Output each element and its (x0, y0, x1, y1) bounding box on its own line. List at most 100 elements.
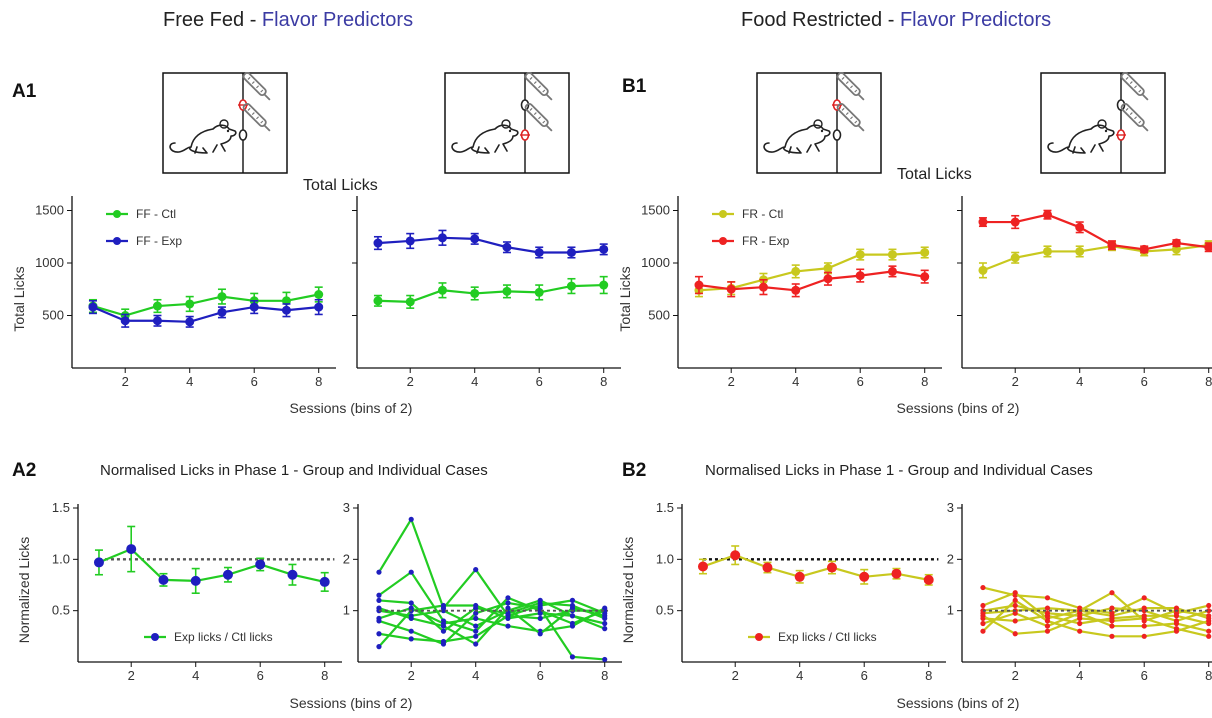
data-point (1141, 623, 1147, 629)
y-tick-label: 1500 (35, 203, 64, 218)
legend-label: FR - Ctl (742, 207, 783, 221)
spout-icon (836, 102, 865, 132)
x-tick-label: 8 (1205, 668, 1212, 683)
x-tick-label: 6 (537, 668, 544, 683)
x-tick-label: 4 (792, 374, 799, 389)
spout-bottle (242, 102, 267, 128)
x-tick-label: 4 (471, 374, 478, 389)
lick-sensor-icon (1116, 99, 1126, 111)
header-free-fed-prefix: Free Fed - (163, 9, 262, 31)
data-point (440, 623, 447, 629)
x-tick-label: 8 (921, 374, 928, 389)
header-free-fed: Free Fed - Flavor Predictors (163, 9, 413, 32)
spout-bottle (524, 102, 549, 128)
legend-marker (113, 237, 121, 245)
data-point (891, 568, 902, 579)
data-point (88, 302, 98, 312)
data-point (920, 272, 930, 282)
data-point (376, 592, 382, 598)
x-tick-label: 2 (122, 374, 129, 389)
data-point (473, 602, 479, 609)
data-point (537, 610, 543, 616)
y-tick-label: 1.5 (52, 500, 70, 515)
data-point (185, 317, 195, 327)
legend-label: Exp licks / Ctl licks (778, 630, 877, 644)
spout-tip (857, 93, 865, 101)
legend-label: FF - Ctl (136, 207, 176, 221)
spout-tip (857, 124, 865, 132)
data-point (1107, 240, 1117, 250)
y-tick-label: 1500 (641, 203, 670, 218)
data-point (566, 281, 576, 291)
sensor-bottom (238, 129, 248, 141)
data-point (537, 605, 543, 611)
data-point (602, 608, 608, 614)
data-point (537, 597, 543, 604)
legend-item: Exp licks / Ctl licks (748, 630, 877, 644)
lick-sensor-icon (832, 129, 842, 141)
spout-mark (251, 112, 255, 116)
spout-mark (1129, 112, 1133, 116)
x-tick-label: 2 (128, 668, 135, 683)
apparatus-box (756, 72, 882, 174)
data-point (980, 628, 986, 634)
y-tick-label: 500 (42, 308, 64, 323)
data-point (1044, 605, 1051, 611)
individual-case (980, 613, 1212, 639)
spout-bottle (1120, 102, 1145, 128)
spout-tip (263, 124, 271, 132)
x-tick-label: 2 (408, 668, 415, 683)
x-tick-label: 4 (796, 668, 803, 683)
series-line (378, 601, 605, 661)
spout-tip (1141, 124, 1149, 132)
chart-A1-right: 2 4 6 8 (352, 196, 621, 389)
data-point (1141, 595, 1147, 601)
data-point (887, 250, 897, 260)
series-line (377, 283, 604, 303)
data-point (602, 620, 608, 627)
data-point (602, 626, 608, 632)
diagram-b1-phase1 (756, 71, 882, 174)
series-line (982, 591, 1209, 623)
spout-mark (256, 85, 260, 89)
individual-case (376, 605, 608, 647)
spout-mark (542, 120, 546, 124)
data-point (1206, 618, 1212, 624)
x-tick-label: 6 (536, 374, 543, 389)
rat-body (451, 124, 519, 154)
data-point (534, 287, 544, 297)
data-point (1109, 618, 1115, 624)
group-mean (93, 525, 330, 595)
y-axis-label: Normalized Licks (16, 537, 32, 644)
series-line (698, 270, 925, 292)
section-title: Normalised Licks in Phase 1 - Group and … (705, 462, 1093, 479)
spout-mark (845, 112, 849, 116)
x-tick-label: 6 (257, 668, 264, 683)
data-point (855, 271, 865, 281)
spout-icon (1120, 102, 1149, 132)
series-line (698, 251, 925, 292)
sensor-bottom (832, 129, 842, 141)
data-point (920, 248, 930, 257)
y-axis-label: Total Licks (11, 266, 27, 331)
y-axis-label: Total Licks (617, 266, 633, 331)
legend-item: FF - Exp (106, 234, 182, 248)
data-point (1012, 618, 1018, 624)
series-line (378, 516, 606, 618)
spout-bottle (836, 71, 861, 97)
data-point (569, 605, 576, 611)
data-point (1141, 605, 1147, 611)
spout-mark (845, 81, 849, 85)
spout-mark (247, 76, 251, 80)
spout-icon (524, 102, 553, 132)
spout-mark (854, 120, 858, 124)
data-point (758, 282, 768, 292)
data-point (566, 248, 576, 257)
data-point (505, 605, 511, 611)
rat-icon (451, 119, 519, 154)
spout-icon (524, 71, 553, 101)
spout-tip (545, 93, 553, 101)
data-point (978, 265, 988, 275)
sensor-top (520, 99, 530, 111)
